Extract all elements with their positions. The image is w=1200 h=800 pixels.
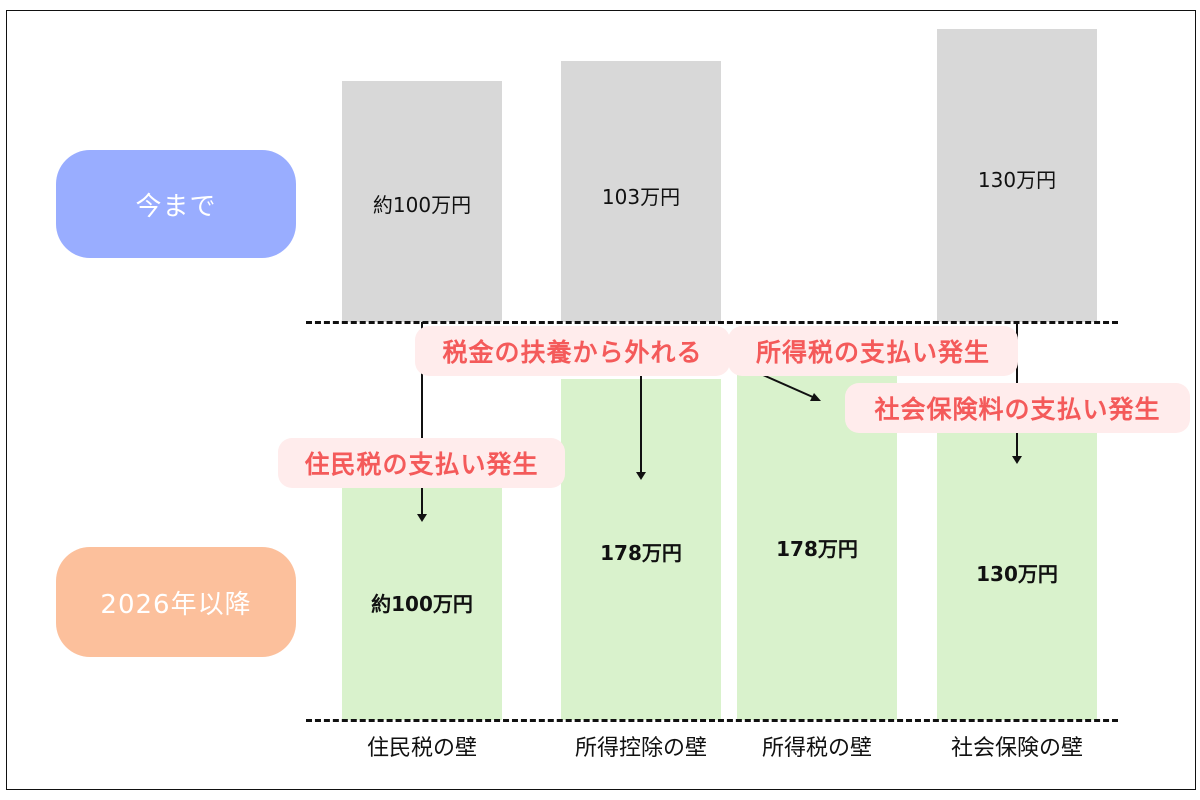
wall-label-juminzei: 住民税の壁 <box>366 736 477 761</box>
arrow-shakai-head <box>1012 456 1022 464</box>
before-bar-shakai: 130万円 <box>937 29 1097 322</box>
arrow-fuyou-line <box>640 370 642 474</box>
after-value-juminzei: 約100万円 <box>371 592 473 616</box>
before-value-shotoku-kojo: 103万円 <box>601 185 681 209</box>
after-bar-shakai: 130万円 <box>937 430 1097 720</box>
arrow-fuyou-head <box>636 472 646 480</box>
callout-shotokuzei: 所得税の支払い発生 <box>728 326 1018 376</box>
wall-label-shotokuzei: 所得税の壁 <box>761 736 872 761</box>
after-value-shotokuzei: 178万円 <box>776 537 858 561</box>
before-baseline <box>306 321 1118 324</box>
before-value-juminzei: 約100万円 <box>372 193 472 217</box>
before-bar-juminzei: 約100万円 <box>342 81 502 322</box>
after-baseline <box>306 719 1118 722</box>
callout-fuyou: 税金の扶養から外れる <box>415 326 730 376</box>
wall-label-shotoku-kojo: 所得控除の壁 <box>574 736 707 761</box>
after-value-shotoku-kojo: 178万円 <box>600 541 682 565</box>
after-value-shakai: 130万円 <box>976 562 1058 586</box>
callout-shakai: 社会保険料の支払い発生 <box>845 383 1190 433</box>
arrow-juminzei-head <box>417 514 427 522</box>
arrow-shotokuzei-icon <box>762 374 821 401</box>
before-label: 今まで <box>56 150 296 258</box>
before-value-shakai: 130万円 <box>977 168 1057 192</box>
callout-juminzei: 住民税の支払い発生 <box>278 438 565 488</box>
wall-label-shakai: 社会保険の壁 <box>950 736 1083 761</box>
before-bar-shotoku-kojo: 103万円 <box>561 61 721 322</box>
after-label: 2026年以降 <box>56 547 296 657</box>
arrow-juminzei-line <box>421 322 423 516</box>
